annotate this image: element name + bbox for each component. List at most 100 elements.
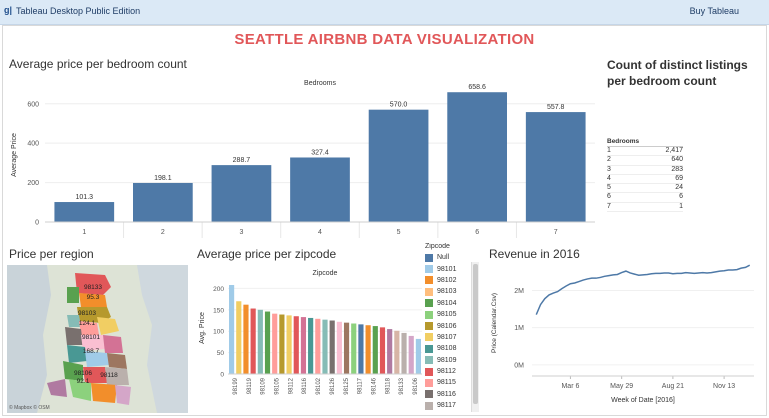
- count-table-key: 3: [607, 165, 611, 173]
- legend-swatch: [425, 356, 433, 365]
- map-region-label: 98103: [78, 310, 96, 317]
- legend-scrollbar[interactable]: [471, 262, 479, 412]
- zipcode-bar-chart[interactable]: Zipcode Avg. Price 0 50 100 150 200 98199 98119 9…: [192, 262, 424, 416]
- zip-x-tick: 98119: [247, 377, 253, 394]
- legend-swatch: [425, 367, 433, 376]
- legend-label: 98101: [437, 265, 457, 273]
- count-table-value: 6: [679, 193, 683, 201]
- map-region-label: 95.3: [87, 294, 100, 301]
- zip-x-tick: 98146: [372, 377, 378, 394]
- bedroom-x-tick: 7: [554, 229, 558, 236]
- bedroom-bar: [211, 165, 272, 222]
- bedroom-x-tick: 3: [239, 229, 243, 236]
- legend-swatch: [425, 333, 433, 342]
- legend-item[interactable]: 98108: [425, 343, 480, 354]
- revenue-line-chart[interactable]: Price (Calendar.Csv) 0M 1M 2M Mar 6 May 29 Aug…: [484, 262, 764, 414]
- buy-tableau-link[interactable]: Buy Tableau: [689, 6, 739, 16]
- legend-label: 98105: [437, 311, 457, 319]
- legend-label: 98107: [437, 333, 457, 341]
- tableau-logo-icon: g|: [4, 5, 13, 15]
- legend-item[interactable]: 98101: [425, 263, 480, 274]
- legend-label: Null: [437, 254, 450, 262]
- zip-bar: [329, 320, 335, 374]
- revenue-x-tick: Aug 21: [662, 383, 684, 390]
- legend-item[interactable]: 98115: [425, 377, 480, 388]
- bedroom-y-tick: 200: [27, 180, 39, 187]
- zip-bar: [365, 325, 371, 374]
- zip-y-axis-label: Avg. Price: [199, 312, 206, 344]
- zip-x-tick: 98133: [399, 377, 405, 394]
- zip-bar: [286, 315, 292, 374]
- count-table-row: 3 283: [607, 166, 683, 175]
- count-table-row: 5 24: [607, 184, 683, 194]
- legend-item[interactable]: 98109: [425, 355, 480, 366]
- count-table-value: 1: [679, 202, 683, 210]
- zip-x-tick: 98126: [330, 377, 336, 394]
- count-table-value: 69: [675, 174, 683, 182]
- app-title: Tableau Desktop Public Edition: [16, 6, 141, 16]
- zip-y-tick: 100: [213, 329, 224, 336]
- legend-item[interactable]: 98107: [425, 332, 480, 343]
- bedroom-y-axis-label: Average Price: [11, 133, 18, 177]
- legend-item[interactable]: 98116: [425, 389, 480, 400]
- legend-item[interactable]: 98112: [425, 366, 480, 377]
- dashboard-title: SEATTLE AIRBNB DATA VISUALIZATION: [234, 31, 535, 48]
- zip-bar: [250, 308, 256, 374]
- zip-x-tick: 98102: [316, 377, 322, 394]
- legend-item[interactable]: 98102: [425, 275, 480, 286]
- bedroom-x-tick: 4: [318, 229, 322, 236]
- legend-item[interactable]: 98105: [425, 309, 480, 320]
- zip-x-tick: 98117: [358, 377, 364, 394]
- bedroom-y-tick: 0: [35, 220, 39, 227]
- zip-bar: [372, 326, 378, 374]
- legend-scroll-thumb[interactable]: [473, 264, 478, 404]
- legend-item[interactable]: 98106: [425, 320, 480, 331]
- bedroom-bar: [133, 182, 193, 222]
- legend-swatch: [425, 401, 433, 410]
- legend-label: 98104: [437, 299, 457, 307]
- legend-swatch: [425, 299, 433, 308]
- revenue-x-tick: Nov 13: [713, 383, 735, 390]
- legend-item[interactable]: 98104: [425, 298, 480, 309]
- region-map-title: Price per region: [9, 247, 94, 261]
- bedroom-bar-chart[interactable]: Bedrooms Average Price 0 200 400 600 101.3 1 198…: [0, 70, 600, 242]
- zip-y-tick: 50: [217, 350, 225, 357]
- legend-item[interactable]: 98117: [425, 400, 480, 411]
- count-table-key: 6: [607, 193, 611, 201]
- legend-swatch: [425, 265, 433, 274]
- zipcode-legend[interactable]: Zipcode Null 98101 98102 98103 98104 98105 981…: [425, 243, 480, 413]
- zip-bar: [343, 322, 350, 374]
- zip-bar: [394, 330, 400, 374]
- map-region-label: 124.1: [79, 320, 96, 327]
- legend-item[interactable]: Null: [425, 252, 480, 263]
- legend-label: 98108: [437, 345, 457, 353]
- zip-x-tick: 98112: [288, 377, 294, 394]
- bedroom-bar: [447, 92, 507, 222]
- legend-label: 98103: [437, 288, 457, 296]
- count-table-key: 1: [607, 147, 611, 154]
- zip-x-tick: 98106: [413, 377, 419, 394]
- zip-y-tick: 0: [220, 372, 224, 379]
- revenue-x-axis-label: Week of Date [2016]: [611, 397, 675, 404]
- zip-bar: [236, 301, 242, 374]
- count-table-value: 283: [671, 165, 683, 173]
- region-map[interactable]: 98133 95.3 98103 124.1 98101 168.7 98106 92.1 98…: [7, 265, 188, 413]
- zip-y-tick: 200: [213, 286, 224, 293]
- zip-bar: [229, 284, 235, 374]
- zip-x-tick: 98199: [233, 377, 239, 394]
- map-region-label: 98101: [82, 334, 100, 341]
- revenue-line: [535, 264, 751, 315]
- map-region-label: 92.1: [77, 378, 90, 385]
- revenue-x-tick: Mar 6: [561, 383, 579, 390]
- zip-bar: [243, 304, 249, 374]
- bedroom-bar-label: 327.4: [311, 149, 329, 156]
- count-table-title: Count of distinct listings per bedroom c…: [607, 58, 748, 88]
- map-region-label: 168.7: [83, 348, 100, 355]
- zip-x-tick: 98118: [385, 377, 391, 394]
- zip-x-tick: 98109: [261, 377, 267, 394]
- legend-swatch: [425, 390, 433, 399]
- zip-chart-title: Average price per zipcode: [197, 247, 337, 261]
- zip-bar: [293, 316, 299, 374]
- legend-item[interactable]: 98103: [425, 286, 480, 297]
- zip-bar: [264, 311, 271, 374]
